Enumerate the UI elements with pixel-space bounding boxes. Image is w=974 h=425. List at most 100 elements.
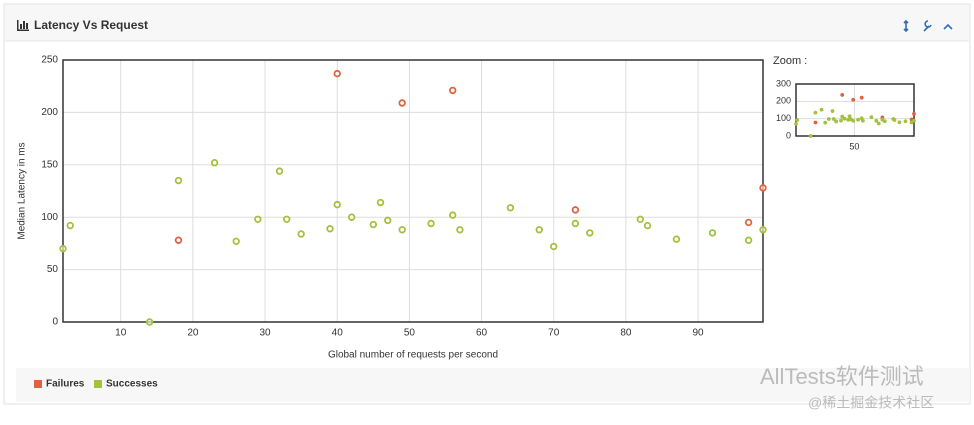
x-axis-label: Global number of requests per second — [328, 350, 498, 361]
data-point — [369, 220, 378, 229]
data-point — [840, 114, 845, 119]
x-tick-label: 40 — [332, 328, 344, 339]
y-tick-label: 250 — [41, 55, 58, 66]
data-point — [813, 120, 818, 125]
data-point — [851, 97, 856, 102]
y-tick-label: 0 — [52, 317, 58, 328]
data-point — [672, 235, 681, 243]
data-point — [834, 119, 839, 124]
data-point — [744, 218, 753, 227]
data-point — [275, 167, 284, 175]
data-point — [840, 93, 845, 97]
data-point — [333, 69, 341, 78]
data-point — [759, 226, 767, 234]
data-point — [376, 198, 385, 207]
y-axis-label: Median Latency in ms — [17, 142, 28, 239]
x-tick-label: 60 — [476, 328, 488, 339]
data-point — [550, 242, 558, 251]
data-point — [708, 229, 717, 237]
data-point — [839, 118, 843, 123]
data-point — [174, 236, 183, 244]
data-point — [333, 200, 341, 209]
data-point — [794, 121, 798, 126]
x-tick-label: 80 — [620, 328, 632, 339]
data-point — [174, 176, 183, 185]
legend-area — [16, 368, 970, 402]
data-point — [448, 211, 457, 219]
data-point — [254, 215, 262, 223]
data-point — [145, 318, 154, 326]
x-tick-label: 20 — [187, 328, 199, 339]
data-point — [808, 134, 813, 138]
data-point — [232, 237, 240, 246]
data-point — [506, 204, 515, 212]
data-point — [384, 216, 392, 225]
data-point — [66, 221, 74, 230]
panel-header — [5, 5, 969, 41]
y-tick-label: 300 — [776, 78, 791, 88]
data-point — [831, 117, 836, 121]
legend-swatch — [34, 380, 42, 388]
data-point — [813, 110, 818, 115]
data-point — [571, 219, 580, 228]
data-point — [859, 95, 864, 100]
data-point — [283, 215, 291, 223]
data-point — [882, 119, 887, 124]
legend-label[interactable]: Successes — [106, 379, 158, 390]
data-point — [759, 184, 767, 192]
data-point — [861, 118, 865, 123]
y-tick-label: 100 — [776, 113, 791, 123]
y-tick-label: 150 — [41, 159, 58, 170]
panel-frame — [3, 3, 971, 405]
y-tick-label: 200 — [41, 107, 58, 118]
data-point — [347, 213, 356, 221]
data-point — [869, 115, 874, 120]
y-tick-label: 100 — [41, 212, 58, 223]
x-tick-label: 90 — [692, 328, 704, 339]
data-point — [456, 226, 464, 234]
data-point — [59, 244, 67, 253]
data-point — [571, 206, 580, 214]
data-point — [819, 107, 824, 112]
data-point — [398, 226, 406, 234]
data-point — [823, 120, 828, 125]
data-point — [795, 118, 800, 122]
data-point — [326, 225, 334, 233]
data-point — [297, 230, 305, 238]
legend-label[interactable]: Failures — [46, 379, 85, 390]
y-tick-label: 50 — [47, 264, 59, 275]
plot-frame — [795, 83, 915, 137]
data-point — [427, 219, 435, 228]
data-point — [851, 118, 856, 123]
data-point — [826, 117, 831, 121]
data-point — [636, 215, 645, 223]
data-point — [210, 159, 219, 167]
x-tick-label: 30 — [259, 328, 271, 339]
x-tick-label: 50 — [849, 141, 859, 151]
y-tick-label: 0 — [786, 130, 791, 140]
header-controls[interactable] — [903, 19, 953, 33]
x-tick-label: 10 — [115, 328, 127, 339]
watermark: AllTests软件测试 — [760, 364, 924, 389]
data-point — [876, 121, 881, 126]
data-point — [586, 229, 594, 237]
x-tick-label: 50 — [404, 328, 416, 339]
data-point — [856, 117, 860, 122]
data-point — [892, 118, 897, 122]
x-tick-label: 70 — [548, 328, 560, 339]
data-point — [535, 226, 543, 234]
data-point — [842, 116, 847, 121]
y-tick-label: 200 — [776, 96, 791, 106]
data-point — [874, 118, 879, 123]
data-point — [398, 99, 406, 107]
watermark: @稀土掘金技术社区 — [808, 395, 934, 411]
data-point — [912, 111, 916, 116]
data-point — [897, 120, 902, 125]
data-point — [830, 109, 835, 113]
chart-icon — [17, 20, 29, 31]
data-point — [912, 118, 916, 123]
zoom-label: Zoom : — [773, 55, 807, 67]
data-point — [744, 236, 753, 244]
data-point — [448, 86, 457, 95]
